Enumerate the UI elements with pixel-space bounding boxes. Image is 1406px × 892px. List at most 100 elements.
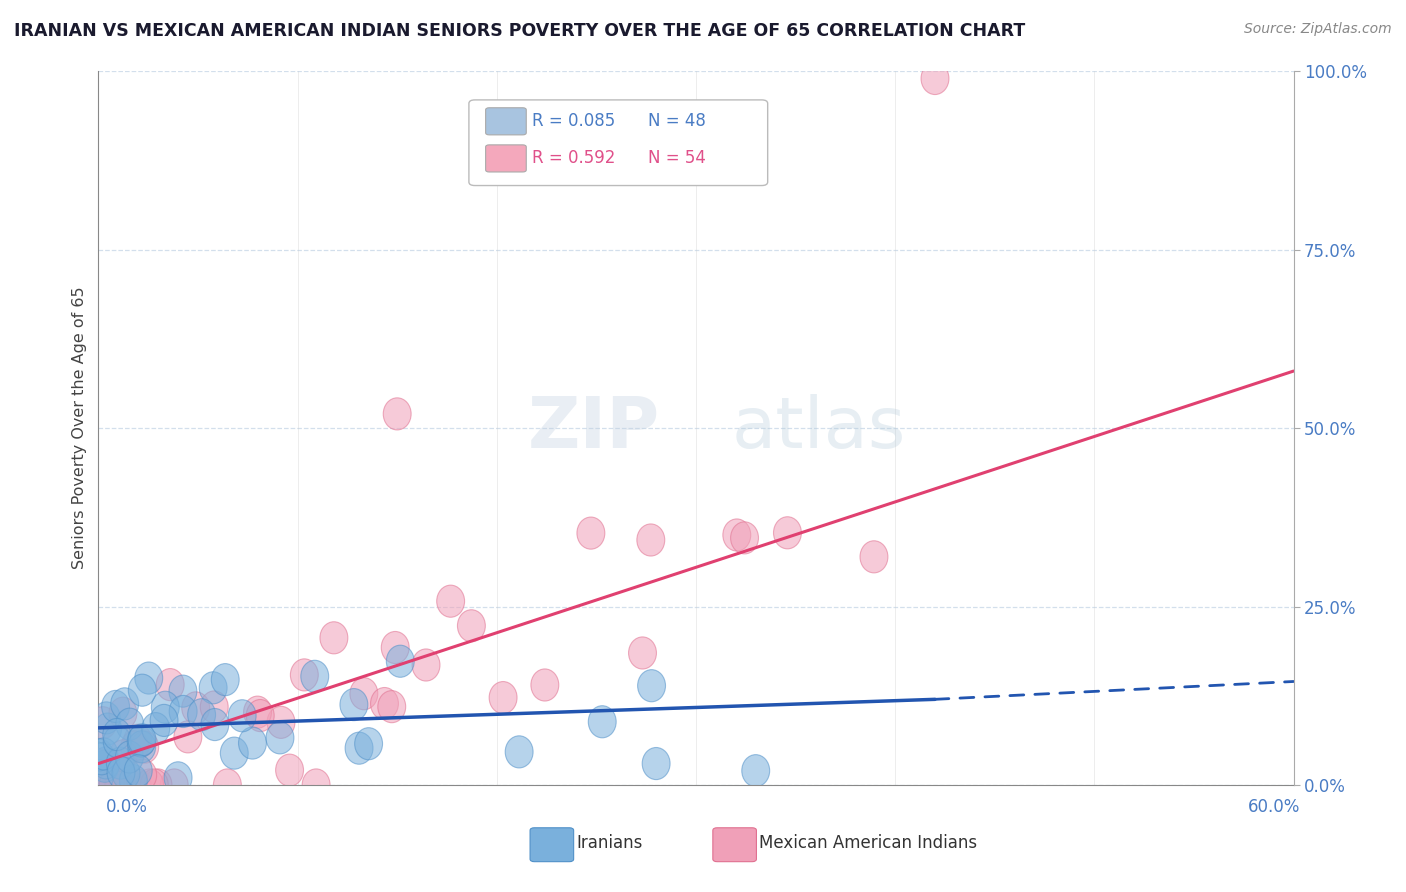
Ellipse shape [181,692,209,724]
Text: 0.0%: 0.0% [105,798,148,816]
FancyBboxPatch shape [470,100,768,186]
Ellipse shape [576,517,605,549]
Ellipse shape [246,699,274,731]
Ellipse shape [174,721,202,753]
Ellipse shape [340,689,368,721]
Ellipse shape [135,769,163,801]
Ellipse shape [214,769,242,801]
Ellipse shape [437,585,464,617]
Ellipse shape [211,664,239,696]
Ellipse shape [120,764,148,797]
Ellipse shape [387,645,415,677]
Ellipse shape [107,769,134,801]
Ellipse shape [89,706,117,739]
Ellipse shape [124,755,152,787]
Ellipse shape [169,696,197,728]
Text: ZIP: ZIP [527,393,661,463]
Ellipse shape [107,747,135,780]
Ellipse shape [87,769,115,801]
Ellipse shape [457,610,485,642]
Ellipse shape [135,662,163,694]
Text: R = 0.085: R = 0.085 [533,112,616,130]
Ellipse shape [169,675,197,707]
Ellipse shape [115,708,143,740]
Ellipse shape [378,690,406,723]
Ellipse shape [128,674,156,706]
Ellipse shape [371,688,398,720]
Ellipse shape [588,706,616,738]
Ellipse shape [142,713,170,745]
Ellipse shape [412,649,440,681]
Ellipse shape [384,398,411,430]
Text: Mexican American Indians: Mexican American Indians [759,834,977,852]
Ellipse shape [84,769,112,801]
Ellipse shape [267,706,295,739]
Ellipse shape [921,62,949,95]
Text: atlas: atlas [733,393,907,463]
Ellipse shape [150,705,179,737]
Ellipse shape [160,769,188,801]
Ellipse shape [637,670,665,702]
Ellipse shape [86,748,114,780]
Ellipse shape [291,659,318,691]
Ellipse shape [86,739,114,771]
Ellipse shape [731,522,758,554]
FancyBboxPatch shape [485,108,526,135]
Ellipse shape [221,737,249,769]
Ellipse shape [103,725,131,757]
Ellipse shape [87,743,115,775]
Text: Source: ZipAtlas.com: Source: ZipAtlas.com [1244,22,1392,37]
Ellipse shape [93,702,120,734]
Ellipse shape [266,722,294,754]
Ellipse shape [354,728,382,760]
Ellipse shape [637,524,665,556]
Ellipse shape [111,688,139,720]
Text: R = 0.592: R = 0.592 [533,150,616,168]
Ellipse shape [110,739,136,772]
Ellipse shape [187,698,215,731]
Ellipse shape [124,769,152,801]
Ellipse shape [93,769,121,801]
Ellipse shape [89,769,117,801]
Ellipse shape [91,747,120,779]
Ellipse shape [321,622,347,654]
Ellipse shape [129,759,156,791]
Ellipse shape [643,747,671,780]
Ellipse shape [301,660,329,692]
Ellipse shape [742,755,769,787]
Ellipse shape [110,698,136,730]
Ellipse shape [239,727,266,759]
Ellipse shape [302,769,330,801]
Ellipse shape [105,769,132,801]
Ellipse shape [243,696,271,728]
Ellipse shape [165,762,193,794]
Ellipse shape [489,681,517,714]
Ellipse shape [128,725,155,757]
Ellipse shape [100,769,127,801]
Ellipse shape [773,516,801,549]
Text: N = 48: N = 48 [648,112,706,130]
Ellipse shape [201,708,229,740]
Ellipse shape [90,738,118,770]
Ellipse shape [200,691,228,723]
Ellipse shape [87,768,115,800]
Ellipse shape [91,750,118,782]
Ellipse shape [350,678,378,710]
Ellipse shape [86,760,114,792]
Ellipse shape [381,632,409,664]
Ellipse shape [228,699,256,731]
Ellipse shape [115,741,143,773]
Text: Iranians: Iranians [576,834,643,852]
Ellipse shape [344,732,373,764]
Ellipse shape [628,637,657,669]
Ellipse shape [128,723,156,756]
Ellipse shape [531,669,558,701]
Ellipse shape [121,731,149,763]
Ellipse shape [94,769,122,801]
Ellipse shape [505,736,533,768]
Text: N = 54: N = 54 [648,150,706,168]
Text: 60.0%: 60.0% [1249,798,1301,816]
Ellipse shape [97,766,125,798]
Ellipse shape [141,769,169,801]
Ellipse shape [94,713,121,745]
